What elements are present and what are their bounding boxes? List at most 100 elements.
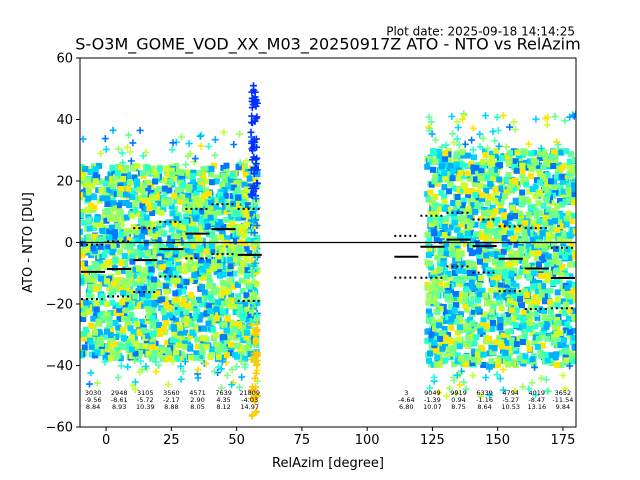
scatter-point [572, 261, 576, 268]
scatter-point [174, 168, 181, 175]
scatter-point [466, 270, 473, 276]
scatter-point [557, 342, 564, 348]
scatter-point [182, 161, 190, 169]
scatter-point [571, 313, 576, 320]
scatter-point [92, 221, 99, 228]
scatter-point [208, 165, 215, 172]
scatter-point [102, 343, 109, 349]
scatter-point [93, 261, 100, 268]
scatter-point [476, 254, 482, 261]
scatter-point [173, 317, 180, 324]
scatter-point [219, 279, 226, 286]
scatter-point [510, 118, 518, 126]
scatter-point [465, 330, 472, 337]
scatter-point [566, 307, 573, 314]
scatter-point [559, 372, 567, 379]
scatter-point [129, 258, 136, 265]
scatter-point [443, 392, 451, 400]
scatter-point [527, 173, 534, 180]
scatter-point [108, 292, 115, 299]
scatter-point [470, 202, 477, 209]
scatter-point [470, 296, 477, 302]
scatter-point [540, 283, 547, 290]
scatter-point [98, 340, 105, 347]
scatter-point [445, 151, 452, 158]
scatter-point [493, 339, 500, 346]
scatter-point [493, 147, 500, 154]
scatter-point [99, 195, 106, 202]
scatter-point [227, 176, 234, 183]
scatter-point [148, 266, 155, 273]
scatter-point [526, 345, 533, 352]
scatter-point [572, 253, 576, 260]
scatter-point [113, 173, 120, 180]
scatter-point [511, 267, 518, 274]
scatter-point [510, 280, 517, 287]
scatter-point [206, 257, 212, 264]
scatter-point [140, 219, 147, 226]
scatter-point [535, 250, 542, 257]
scatter-point [425, 113, 433, 121]
scatter-point [492, 171, 499, 178]
scatter-point [120, 335, 127, 342]
scatter-point [563, 221, 570, 228]
scatter-point [151, 202, 158, 209]
scatter-point [80, 212, 84, 219]
scatter-point [104, 208, 111, 214]
scatter-point [439, 340, 446, 347]
scatter-point [554, 226, 561, 233]
scatter-point [131, 280, 138, 287]
scatter-point [191, 272, 198, 279]
scatter-point [501, 241, 508, 248]
scatter-point [109, 348, 116, 355]
scatter-point [557, 330, 564, 337]
scatter-point [463, 188, 470, 195]
scatter-point [233, 342, 240, 349]
scatter-point [513, 167, 520, 174]
scatter-point [203, 187, 209, 194]
scatter-point [503, 340, 510, 347]
scatter-point [115, 145, 122, 153]
scatter-point [529, 186, 536, 192]
scatter-point [243, 157, 251, 165]
scatter-point [179, 367, 187, 375]
scatter-point [498, 199, 505, 206]
scatter-point [451, 263, 458, 270]
scatter-point [166, 199, 173, 206]
scatter-point [563, 357, 570, 364]
scatter-point [102, 354, 109, 361]
scatter-point [236, 230, 242, 237]
scatter-point [132, 317, 138, 324]
scatter-point [104, 195, 111, 202]
scatter-point [571, 194, 576, 201]
scatter-point [437, 318, 444, 325]
scatter-point [536, 172, 543, 179]
scatter-point [214, 311, 221, 318]
scatter-point [456, 343, 463, 350]
scatter-point [489, 280, 496, 287]
y-tick-label: 0 [65, 236, 73, 251]
scatter-point [468, 136, 476, 144]
scatter-point [101, 358, 109, 366]
scatter-point [97, 348, 104, 355]
scatter-point [438, 357, 445, 364]
scatter-point [220, 271, 227, 278]
scatter-point [126, 294, 133, 301]
scatter-point [486, 209, 493, 216]
scatter-point [174, 233, 181, 240]
scatter-point [571, 199, 576, 206]
scatter-point [566, 280, 573, 287]
scatter-point [567, 329, 574, 336]
scatter-point [124, 338, 131, 345]
scatter-point [173, 296, 180, 303]
scatter-point [250, 355, 257, 362]
scatter-point [568, 230, 575, 237]
scatter-point [114, 170, 121, 177]
scatter-point [139, 152, 147, 160]
scatter-point [95, 187, 102, 194]
scatter-point [103, 217, 110, 224]
scatter-point [231, 270, 238, 277]
scatter-point [232, 303, 239, 310]
scatter-point [251, 229, 259, 237]
scatter-point [551, 184, 558, 191]
